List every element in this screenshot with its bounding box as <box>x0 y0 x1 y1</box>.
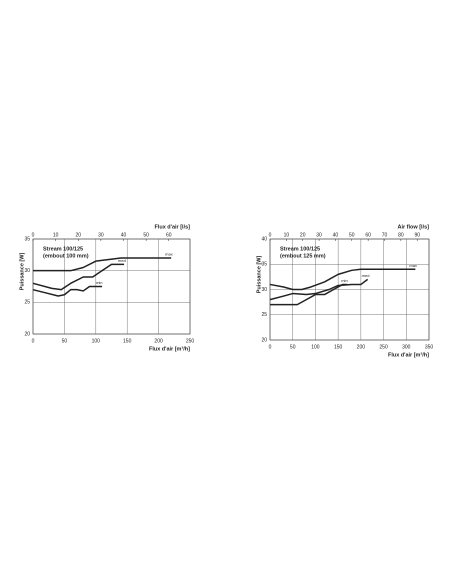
x2-tick-label: 50 <box>143 232 149 238</box>
x-tick-label: 50 <box>290 344 296 350</box>
x-tick-label: 50 <box>62 338 68 344</box>
x2-tick-label: 20 <box>75 232 81 238</box>
x-tick-label: 250 <box>379 344 388 350</box>
x2-tick-label: 90 <box>414 232 420 238</box>
x-tick-label: 100 <box>311 344 320 350</box>
y-tick-label: 40 <box>261 236 267 242</box>
x-tick-label: 0 <box>32 338 35 344</box>
x-tick-label: 300 <box>402 344 411 350</box>
series-label: max <box>165 252 173 257</box>
x2-tick-label: 60 <box>166 232 172 238</box>
x-tick-label: 200 <box>357 344 366 350</box>
x2-tick-label: 20 <box>300 232 306 238</box>
y-tick-label: 25 <box>24 300 30 306</box>
annotation: Stream 100/125 <box>43 246 83 252</box>
series-label: min <box>341 278 347 283</box>
y-tick-label: 35 <box>261 262 267 268</box>
series-line <box>269 278 369 301</box>
x-axis-label: Flux d'air [m³/h] <box>388 351 429 358</box>
series-line <box>32 285 103 297</box>
x2-tick-label: 0 <box>32 232 35 238</box>
x-tick-label: 0 <box>269 344 272 350</box>
x-tick-label: 350 <box>425 344 434 350</box>
x2-tick-label: 40 <box>121 232 127 238</box>
y-tick-label: 35 <box>24 236 30 242</box>
x2-axis-label: Air flow [l/s] <box>398 224 430 230</box>
x2-tick-label: 60 <box>365 232 371 238</box>
y-axis-label: Puissance [W] <box>256 256 262 294</box>
series-line <box>269 268 416 291</box>
y-tick-label: 30 <box>24 268 30 274</box>
x2-tick-label: 10 <box>284 232 290 238</box>
y-tick-label: 25 <box>261 312 267 318</box>
x-tick-label: 150 <box>334 344 343 350</box>
x2-tick-label: 10 <box>53 232 59 238</box>
y-tick-label: 20 <box>261 337 267 343</box>
x-tick-label: 250 <box>186 338 195 344</box>
x-tick-label: 100 <box>92 338 101 344</box>
y-axis-label: Puissance [W] <box>19 253 25 291</box>
annotation: (embout 100 mm) <box>43 253 89 259</box>
x2-tick-label: 40 <box>333 232 339 238</box>
x-tick-label: 200 <box>154 338 163 344</box>
series-line <box>32 263 125 291</box>
series-line <box>270 283 348 306</box>
series-line <box>33 257 172 272</box>
series-label: min <box>96 280 102 285</box>
y-tick-label: 30 <box>261 287 267 293</box>
y-tick-label: 20 <box>24 331 30 337</box>
series-label: med <box>118 258 126 263</box>
x-axis-label: Flux d'air [m³/h] <box>149 345 190 352</box>
x2-tick-label: 70 <box>382 232 388 238</box>
series-label: max <box>409 263 417 268</box>
x2-tick-label: 50 <box>349 232 355 238</box>
annotation: Stream 100/125 <box>280 246 320 252</box>
x2-tick-label: 30 <box>316 232 322 238</box>
x2-tick-label: 0 <box>269 232 272 238</box>
series-label: med <box>362 273 370 278</box>
x2-axis-label: Flux d'air [l/s] <box>154 224 190 230</box>
x2-tick-label: 80 <box>398 232 404 238</box>
annotation: (embout 125 mm) <box>280 253 326 259</box>
x2-tick-label: 30 <box>98 232 104 238</box>
x-tick-label: 150 <box>123 338 132 344</box>
